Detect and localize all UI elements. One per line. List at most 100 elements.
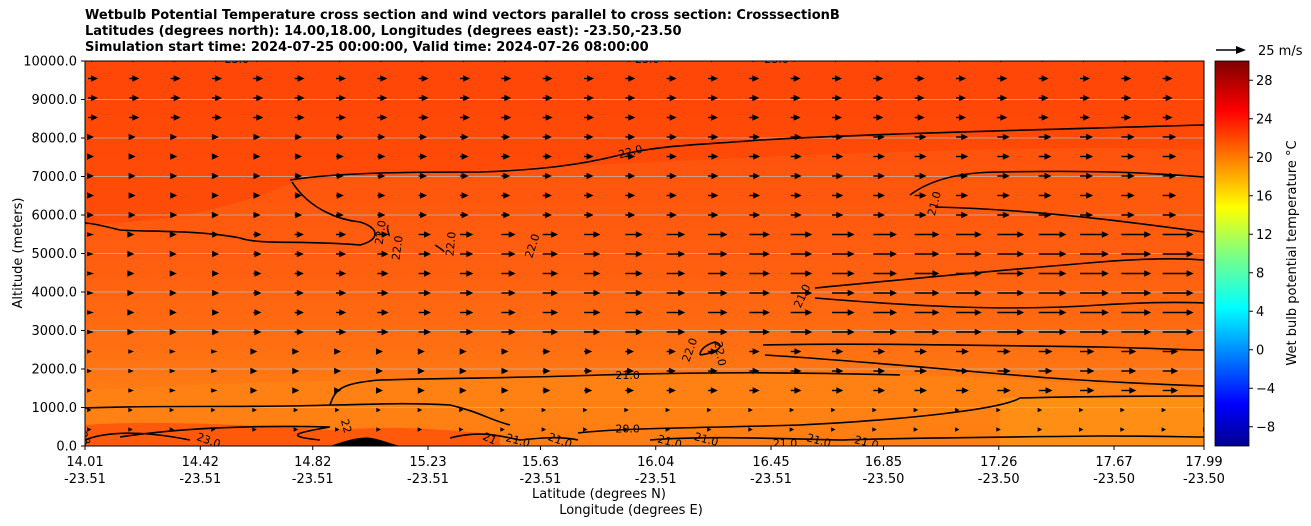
- wind-vector-head: [805, 309, 813, 316]
- wind-vector-head: [296, 309, 304, 316]
- wind-vector-head: [211, 172, 219, 180]
- wind-vector-head: [381, 270, 389, 277]
- contour-label: 22: [338, 418, 354, 435]
- contour-line: [85, 432, 191, 441]
- wind-vector-head: [87, 211, 94, 219]
- wind-vector-head: [669, 75, 677, 82]
- wind-vector-head: [1186, 289, 1194, 297]
- wind-vector-head: [628, 133, 636, 141]
- wind-vector-head: [847, 270, 855, 277]
- y-tick-label: 3000.0: [32, 324, 78, 339]
- wind-vector-head: [466, 309, 474, 316]
- wind-vector-head: [1186, 270, 1194, 277]
- wind-vector-head: [127, 309, 135, 316]
- wind-vector-head: [1101, 270, 1109, 277]
- wind-vector-head: [1165, 75, 1173, 82]
- wind-vector-head: [211, 192, 219, 199]
- wind-vector-head: [420, 172, 428, 180]
- wind-vector-head: [847, 289, 855, 297]
- wind-vector-head: [920, 367, 928, 375]
- wind-vector-head: [417, 367, 425, 375]
- x-axis-label-longitude: Longitude (degrees E): [559, 503, 703, 518]
- wind-vector-head: [127, 250, 135, 258]
- wind-vector-head: [132, 114, 140, 121]
- wind-vector-head: [586, 192, 594, 199]
- x-tick-label-latitude: 17.26: [980, 455, 1017, 470]
- wind-vector: [169, 368, 176, 374]
- wind-vector-head: [466, 231, 474, 238]
- wind-vector: [541, 407, 547, 413]
- wind-vector-head: [890, 250, 898, 258]
- contour-label: 21.0: [693, 430, 720, 449]
- wind-vector-head: [421, 75, 429, 82]
- wind-vector-head: [1171, 348, 1179, 355]
- wind-vector-head: [1124, 75, 1132, 82]
- quiver-key-arrow-head: [1236, 46, 1246, 54]
- wind-vector-head: [1017, 270, 1025, 277]
- wind-vector-head: [336, 211, 344, 219]
- wind-vector-head: [91, 114, 98, 121]
- wind-vector-head: [378, 211, 386, 219]
- wind-vector-head: [1144, 289, 1152, 297]
- wind-vector-head: [421, 114, 429, 121]
- wind-vector-head: [543, 387, 551, 394]
- wind-vector-head: [1144, 309, 1152, 316]
- wind-vector-head: [793, 94, 801, 102]
- wind-vector-head: [668, 387, 676, 394]
- contour-label: 21.0: [504, 431, 531, 450]
- wind-vector: [169, 349, 176, 354]
- title-line-3: Simulation start time: 2024-07-25 00:00:…: [85, 40, 649, 55]
- wind-vector-head: [711, 192, 719, 199]
- wind-vector-head: [635, 231, 643, 238]
- wind-vector-head: [250, 367, 258, 375]
- wind-vector-head: [461, 211, 469, 219]
- wind-vector-head: [1169, 192, 1177, 199]
- colorbar-tick-label: 20: [1256, 151, 1273, 166]
- colorbar-tick-label: −4: [1256, 382, 1275, 397]
- wind-vector-head: [753, 192, 761, 199]
- wind-vector-head: [1101, 328, 1109, 336]
- wind-vector-head: [420, 133, 428, 141]
- wind-vector-head: [961, 133, 969, 141]
- wind-vector-head: [212, 270, 220, 277]
- wind-vector-head: [669, 94, 677, 102]
- wind-vector: [169, 407, 175, 413]
- wind-vector-head: [503, 172, 511, 180]
- wind-vector-head: [878, 348, 886, 355]
- wind-vector-head: [420, 192, 428, 199]
- x-tick-label-longitude: -23.51: [64, 472, 106, 487]
- wind-vector-head: [1087, 387, 1095, 394]
- wind-vector-head: [794, 172, 802, 180]
- colorbar-ticks: −8 −4 0 4 8 12 16 20 24 28: [1249, 74, 1275, 435]
- wind-vector-head: [752, 75, 760, 82]
- wind-vector-head: [504, 75, 512, 82]
- wind-vector-head: [1017, 231, 1025, 238]
- colorbar-tick-label: 8: [1256, 266, 1264, 281]
- wind-vector: [1037, 407, 1043, 413]
- wind-vector-head: [380, 75, 388, 82]
- wind-vector: [996, 427, 1001, 432]
- wind-vector-head: [877, 172, 885, 180]
- title-line-1: Wetbulb Potential Temperature cross sect…: [85, 8, 840, 23]
- contour-line: [85, 371, 901, 409]
- wind-vector-head: [1101, 250, 1109, 258]
- x-tick-label-longitude: -23.51: [635, 472, 677, 487]
- wind-vector-head: [423, 250, 431, 258]
- wind-vector-head: [793, 75, 801, 82]
- wind-vector-head: [503, 211, 511, 219]
- contour-line: [577, 395, 1204, 434]
- x-tick-label-latitude: 17.67: [1095, 455, 1132, 470]
- wind-vector-head: [877, 192, 885, 199]
- wind-vector-head: [334, 387, 342, 394]
- wind-vector-head: [420, 211, 428, 219]
- wind-vector-head: [503, 192, 511, 199]
- wind-vector-head: [627, 367, 635, 375]
- wind-vector: [789, 407, 795, 413]
- x-tick-label-longitude: -23.51: [179, 472, 221, 487]
- y-tick-label: 6000.0: [32, 209, 78, 224]
- wind-vector-head: [720, 289, 728, 297]
- wind-vector-head: [169, 270, 177, 277]
- wind-vector-head: [378, 153, 386, 160]
- wind-vector-head: [545, 114, 553, 121]
- wind-vector-head: [593, 250, 601, 258]
